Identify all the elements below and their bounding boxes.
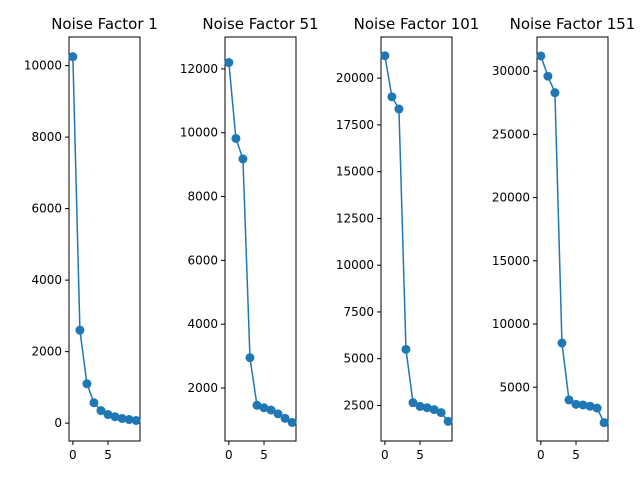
- x-tick-label: 0: [225, 448, 233, 462]
- y-tick-label: 8000: [187, 190, 218, 204]
- y-tick-label: 4000: [31, 273, 62, 287]
- chart-title: Noise Factor 51: [202, 15, 318, 33]
- axes-frame: [380, 36, 453, 442]
- chart-title: Noise Factor 1: [51, 15, 158, 33]
- data-point: [238, 154, 248, 164]
- data-point: [387, 92, 397, 102]
- data-point: [550, 88, 560, 98]
- y-tick-label: 12500: [336, 211, 374, 225]
- x-tick-label: 0: [537, 448, 545, 462]
- data-point: [110, 412, 120, 422]
- data-point: [266, 405, 276, 415]
- data-point: [96, 406, 106, 416]
- data-point: [380, 51, 390, 61]
- data-point: [273, 409, 283, 419]
- series-line: [228, 62, 293, 424]
- y-tick-label: 10000: [180, 126, 218, 140]
- subplot-4: Noise Factor 151 5000 10000 15000 20000 25000…: [492, 15, 636, 462]
- data-point: [75, 325, 85, 335]
- x-tick-label: 0: [381, 448, 389, 462]
- data-point: [571, 399, 581, 409]
- data-point: [117, 413, 127, 423]
- x-tick-label: 5: [572, 448, 580, 462]
- data-point: [224, 58, 234, 68]
- x-tick-label: 0: [69, 448, 77, 462]
- subplot-1: Noise Factor 1 0 2000 4000 6000 8000 10000 0 5: [24, 15, 158, 462]
- data-point: [415, 401, 425, 411]
- y-tick-label: 2000: [31, 345, 62, 359]
- data-point: [585, 401, 595, 411]
- y-tick-label: 17500: [336, 118, 374, 132]
- y-tick-label: 20000: [492, 191, 530, 205]
- x-tick-label: 5: [416, 448, 424, 462]
- series-line: [72, 56, 137, 422]
- data-point: [408, 398, 418, 408]
- y-tick-label: 0: [54, 416, 62, 430]
- data-point: [280, 413, 290, 423]
- data-point: [557, 338, 567, 348]
- series-line: [540, 55, 605, 423]
- axes-frame: [224, 36, 297, 442]
- data-point: [564, 395, 574, 405]
- y-tick-label: 2000: [187, 381, 218, 395]
- y-tick-label: 6000: [187, 253, 218, 267]
- data-point: [401, 344, 411, 354]
- data-point: [592, 403, 602, 413]
- y-tick-label: 4000: [187, 317, 218, 331]
- data-point: [89, 398, 99, 408]
- y-tick-label: 15000: [336, 165, 374, 179]
- chart-title: Noise Factor 151: [510, 15, 636, 33]
- axes-frame: [68, 36, 141, 442]
- y-tick-label: 5000: [343, 352, 374, 366]
- data-point: [536, 51, 546, 61]
- axes-frame: [536, 36, 609, 442]
- subplot-3: Noise Factor 101 2500 5000 7500 10000 12500 15…: [336, 15, 480, 462]
- data-point: [103, 410, 113, 420]
- y-tick-label: 5000: [499, 380, 530, 394]
- data-point: [599, 418, 609, 428]
- data-point: [422, 403, 432, 413]
- data-point: [68, 52, 78, 62]
- series-line: [384, 55, 449, 422]
- y-tick-label: 7500: [343, 305, 374, 319]
- y-tick-label: 8000: [31, 130, 62, 144]
- y-tick-label: 10000: [336, 258, 374, 272]
- data-point: [124, 415, 134, 425]
- data-point: [259, 403, 269, 413]
- y-tick-label: 15000: [492, 254, 530, 268]
- data-point: [82, 379, 92, 389]
- x-tick-label: 5: [260, 448, 268, 462]
- data-point: [443, 416, 453, 426]
- y-tick-label: 20000: [336, 71, 374, 85]
- data-point: [252, 400, 262, 410]
- data-point: [131, 415, 141, 425]
- y-tick-label: 10000: [492, 317, 530, 331]
- data-point: [245, 353, 255, 363]
- y-tick-label: 10000: [24, 59, 62, 73]
- data-point: [543, 71, 553, 81]
- y-tick-label: 12000: [180, 62, 218, 76]
- data-point: [394, 104, 404, 114]
- data-point: [436, 408, 446, 418]
- subplot-2: Noise Factor 51 2000 4000 6000 8000 10000 1200…: [180, 15, 319, 462]
- y-tick-label: 2500: [343, 398, 374, 412]
- chart-title: Noise Factor 101: [354, 15, 480, 33]
- data-point: [578, 400, 588, 410]
- y-tick-label: 6000: [31, 202, 62, 216]
- y-tick-label: 30000: [492, 64, 530, 78]
- data-point: [429, 405, 439, 415]
- data-point: [231, 133, 241, 143]
- data-point: [287, 417, 297, 427]
- x-tick-label: 5: [104, 448, 112, 462]
- y-tick-label: 25000: [492, 127, 530, 141]
